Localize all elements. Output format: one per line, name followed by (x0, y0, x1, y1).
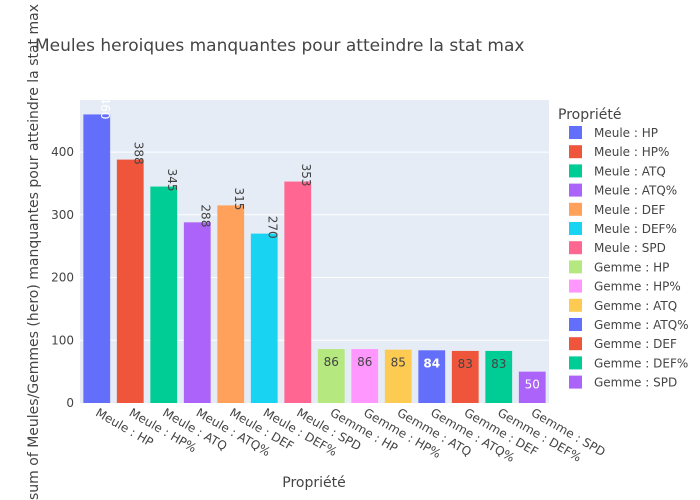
bar[interactable] (284, 181, 312, 403)
y-tick-label: 0 (66, 396, 74, 410)
legend-swatch (569, 318, 582, 331)
legend-swatch (569, 222, 582, 235)
bar-value-label: 86 (357, 355, 372, 369)
bar-value-label: 353 (299, 164, 313, 187)
legend-label: Meule : ATQ (594, 164, 666, 178)
legend-item[interactable]: Meule : HP% (569, 145, 669, 159)
legend-title: Propriété (558, 107, 621, 123)
bar[interactable] (351, 349, 379, 403)
bar[interactable] (317, 349, 345, 403)
y-tick-label: 200 (51, 271, 74, 285)
y-axis-ticks: 0 100 200 300 400 (51, 145, 74, 410)
legend-item[interactable]: Gemme : DEF (569, 337, 677, 351)
bar[interactable] (217, 205, 245, 403)
legend-label: Gemme : ATQ% (594, 318, 689, 332)
legend-swatch (569, 356, 582, 370)
legend-swatch (569, 241, 582, 255)
legend-swatch (569, 202, 582, 216)
bar-value-label: 460 (98, 97, 112, 120)
legend-item[interactable]: Meule : ATQ (569, 164, 666, 178)
legend-label: Gemme : HP% (594, 280, 681, 294)
legend-swatch (569, 183, 582, 197)
bar[interactable] (485, 350, 513, 403)
legend-label: Gemme : ATQ (594, 299, 677, 313)
legend-label: Meule : DEF (594, 203, 666, 217)
bar-labels: 460 388 345 288 315 270 353 86 86 85 84 83 83 50 (98, 97, 540, 392)
legend-item[interactable]: Meule : ATQ% (569, 183, 677, 198)
bar-value-label: 86 (324, 355, 339, 369)
legend-item[interactable]: Meule : HP (569, 126, 658, 140)
legend-item[interactable]: Meule : DEF% (569, 222, 677, 236)
y-tick-label: 400 (51, 145, 74, 159)
bar[interactable] (250, 233, 278, 403)
bar-value-label: 315 (232, 187, 246, 210)
legend-item[interactable]: Gemme : SPD (569, 375, 677, 390)
legend-label: Gemme : SPD (594, 376, 677, 390)
legend-item[interactable]: Gemme : HP (569, 260, 669, 274)
legend-swatch (569, 145, 582, 159)
bar[interactable] (384, 349, 412, 403)
bar[interactable] (116, 159, 144, 403)
legend[interactable]: Meule : HP Meule : HP% Meule : ATQ Meule : … (569, 126, 689, 390)
y-axis-title: sum of Meules/Gemmes (hero) manquantes p… (26, 4, 42, 500)
bar-value-label: 83 (491, 357, 506, 371)
legend-swatch (569, 164, 582, 178)
bar[interactable] (183, 222, 211, 403)
x-axis-title: Propriété (282, 475, 345, 491)
legend-swatch (569, 260, 582, 274)
legend-swatch (569, 126, 582, 139)
bar-value-label: 270 (265, 216, 279, 239)
legend-label: Meule : HP% (594, 145, 669, 159)
y-tick-label: 100 (51, 333, 74, 347)
bar-value-label: 345 (165, 169, 179, 192)
bar[interactable] (83, 114, 111, 403)
legend-item[interactable]: Gemme : ATQ% (569, 318, 689, 332)
legend-item[interactable]: Gemme : ATQ (569, 298, 677, 313)
legend-label: Meule : ATQ% (594, 184, 677, 198)
legend-label: Gemme : HP (594, 260, 669, 274)
bars (83, 114, 546, 403)
bar-value-label: 50 (525, 378, 540, 392)
legend-item[interactable]: Gemme : DEF% (569, 356, 688, 370)
legend-swatch (569, 337, 582, 351)
legend-label: Meule : HP (594, 126, 658, 140)
legend-item[interactable]: Meule : SPD (569, 241, 666, 255)
bar-value-label: 388 (131, 142, 145, 165)
bar-value-label: 85 (391, 356, 406, 370)
legend-item[interactable]: Gemme : HP% (569, 279, 681, 294)
legend-label: Gemme : DEF (594, 337, 677, 351)
bar[interactable] (451, 350, 479, 403)
legend-swatch (569, 375, 582, 389)
chart-title: Meules heroiques manquantes pour atteind… (35, 36, 524, 56)
y-tick-label: 300 (51, 208, 74, 222)
legend-label: Gemme : DEF% (594, 356, 688, 370)
bar-value-label: 288 (198, 204, 212, 227)
legend-label: Meule : SPD (594, 241, 666, 255)
legend-item[interactable]: Meule : DEF (569, 202, 666, 217)
legend-label: Meule : DEF% (594, 222, 677, 236)
bar[interactable] (518, 371, 546, 403)
bar[interactable] (150, 186, 178, 403)
bar-value-label: 84 (423, 356, 440, 370)
bar[interactable] (418, 350, 446, 403)
bar-value-label: 83 (458, 357, 473, 371)
legend-swatch (569, 298, 582, 312)
legend-swatch (569, 279, 582, 293)
